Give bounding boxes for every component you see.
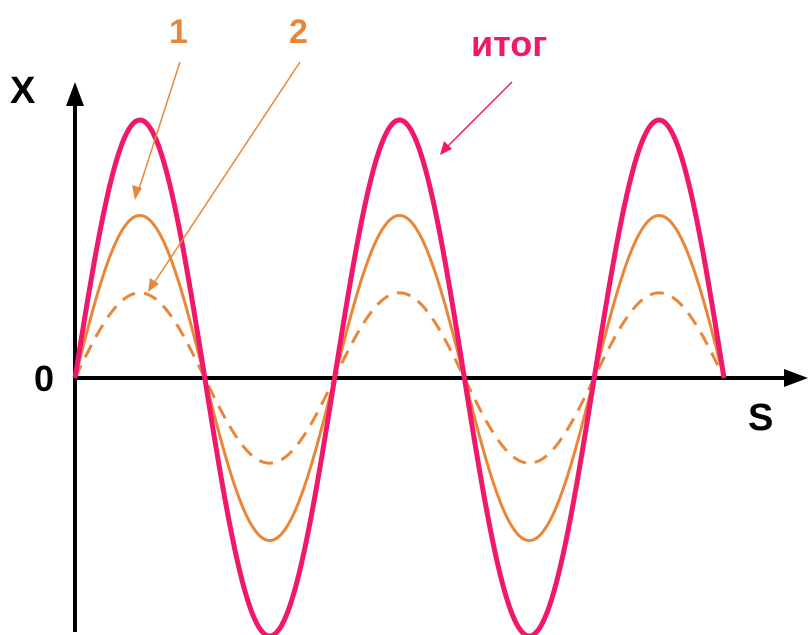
x-axis-arrowhead — [784, 369, 808, 387]
label-1-pointer-head — [132, 185, 142, 200]
label-1-pointer — [137, 61, 181, 193]
result-label: итог — [471, 23, 547, 64]
origin-label: 0 — [34, 358, 54, 399]
result-label-pointer — [445, 81, 513, 149]
resultant-wave — [72, 117, 727, 635]
result-label-pointer-head — [440, 141, 452, 155]
wave-1-label: 1 — [169, 13, 188, 51]
wave-2-label: 2 — [289, 13, 308, 51]
y-axis-arrowhead — [66, 82, 84, 106]
y-axis-label: X — [10, 70, 36, 112]
label-2-pointer — [151, 61, 301, 287]
label-2-pointer-head — [148, 278, 159, 292]
x-axis-label: S — [748, 397, 773, 439]
wave-2-dashed — [73, 291, 726, 465]
wave-1 — [73, 213, 726, 543]
